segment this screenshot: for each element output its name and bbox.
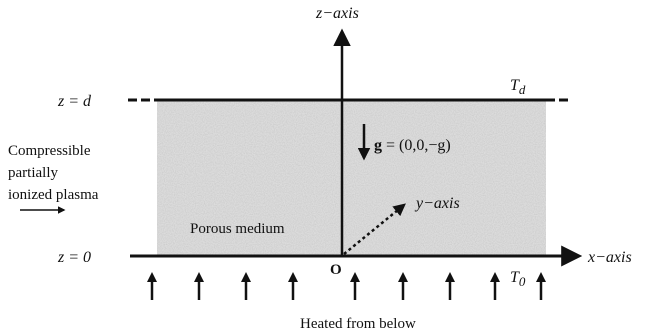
x-axis-label: x−axis <box>587 249 632 266</box>
porous-medium-label: Porous medium <box>190 221 285 237</box>
heat-arrow-head <box>445 272 455 282</box>
porous-texture <box>157 101 546 256</box>
heat-arrow-head <box>490 272 500 282</box>
heating-arrows <box>147 272 546 300</box>
y-axis-line <box>343 203 406 255</box>
z-axis-label: z−axis <box>315 5 359 22</box>
top-temperature-label: Td <box>510 77 526 97</box>
heat-arrow-head <box>350 272 360 282</box>
heat-arrow-head <box>288 272 298 282</box>
plasma-label-line-1: Compressible <box>8 143 91 159</box>
heating-label: Heated from below <box>300 316 416 332</box>
y-axis-label: y−axis <box>414 195 460 212</box>
heat-arrow-head <box>398 272 408 282</box>
heat-arrow-head <box>241 272 251 282</box>
bottom-temperature-sub: 0 <box>519 274 526 289</box>
bottom-boundary-label: z = 0 <box>57 249 91 266</box>
gravity-symbol: g <box>374 137 382 154</box>
origin-label: O <box>330 262 342 278</box>
top-temperature-sub: d <box>519 82 526 97</box>
heat-arrow-head <box>147 272 157 282</box>
top-boundary-label: z = d <box>57 93 92 110</box>
bottom-temperature-label: T0 <box>510 269 526 289</box>
plasma-label-line-3: ionized plasma <box>8 187 99 203</box>
top-temperature-main: T <box>510 77 520 94</box>
gravity-label: g = (0,0,−g) <box>374 137 451 154</box>
bottom-temperature-main: T <box>510 269 520 286</box>
plasma-label-line-2: partially <box>8 165 58 181</box>
heat-arrow-head <box>194 272 204 282</box>
heat-arrow-head <box>536 272 546 282</box>
gravity-expression: = (0,0,−g) <box>382 137 451 154</box>
